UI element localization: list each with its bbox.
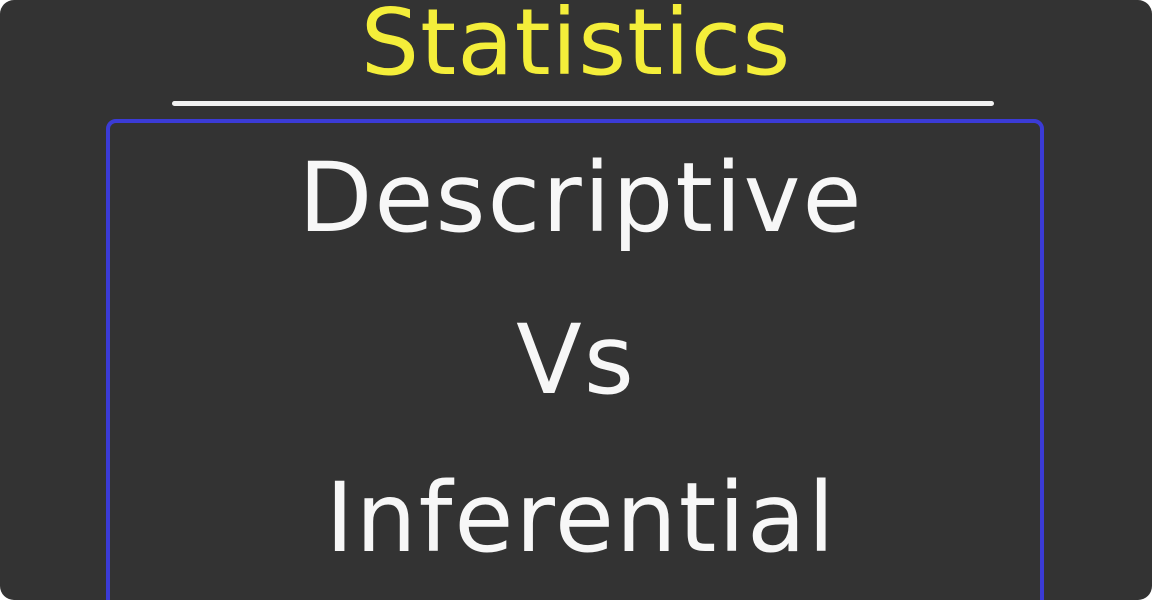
heading-line-descriptive: Descriptive [298,142,864,254]
page-title: Statistics [360,0,792,96]
heading-line-vs: Vs [516,304,636,416]
heading-line-inferential: Inferential [325,462,837,574]
content-frame [106,119,1044,600]
title-underline [172,101,994,106]
